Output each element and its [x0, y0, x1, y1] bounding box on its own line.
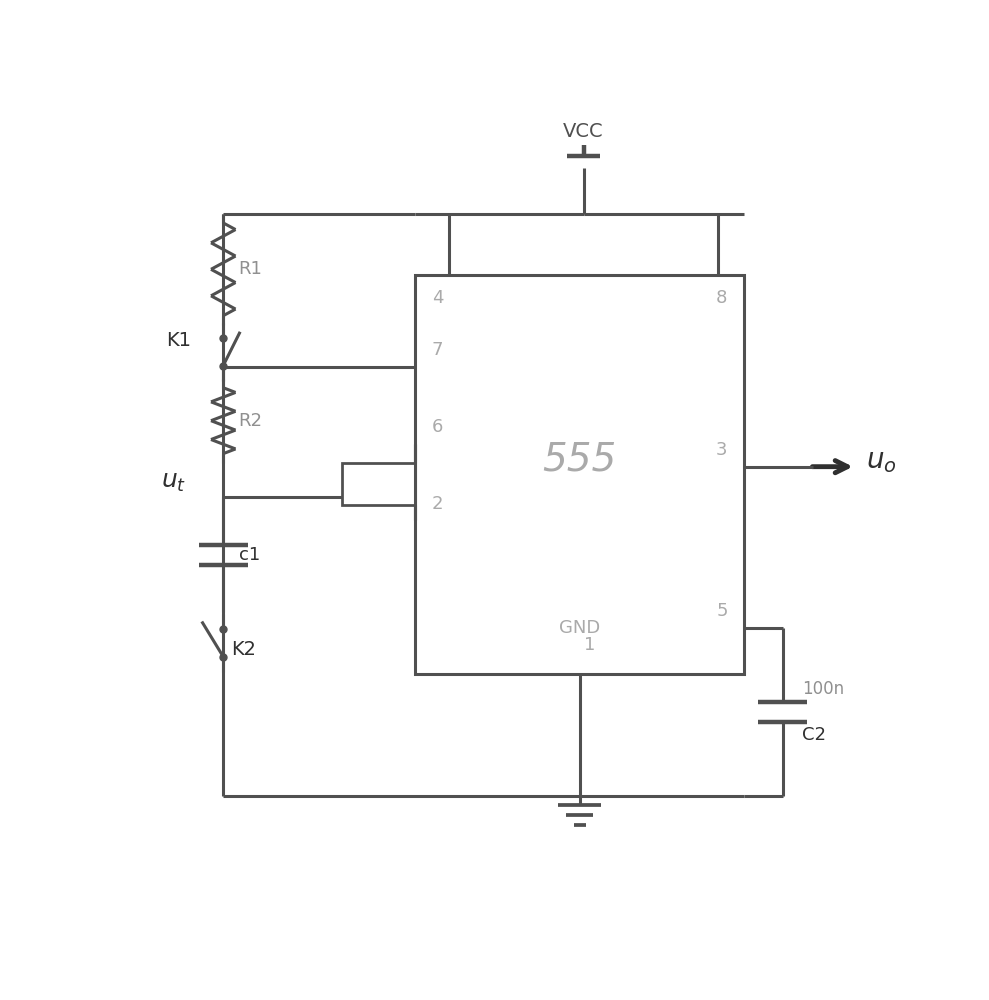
Text: 1: 1	[584, 636, 595, 654]
Text: 555: 555	[543, 440, 617, 478]
Text: K1: K1	[166, 331, 191, 350]
Text: K2: K2	[231, 640, 256, 659]
Text: 8: 8	[716, 289, 728, 307]
Text: 6: 6	[432, 418, 443, 436]
Text: 7: 7	[432, 341, 443, 359]
Bar	[415, 275, 745, 674]
Text: GND: GND	[559, 619, 600, 637]
Text: $u_o$: $u_o$	[865, 447, 896, 475]
Text: VCC: VCC	[563, 122, 604, 141]
Text: 5: 5	[716, 602, 728, 620]
Bar	[342, 463, 415, 505]
Text: 2: 2	[432, 495, 443, 513]
Text: 100n: 100n	[802, 680, 844, 698]
Text: 3: 3	[716, 441, 728, 459]
Text: 4: 4	[432, 289, 443, 307]
Text: R1: R1	[238, 260, 262, 278]
Text: R2: R2	[238, 412, 263, 430]
Text: $u_t$: $u_t$	[161, 470, 186, 494]
Text: C2: C2	[802, 726, 826, 744]
Text: c1: c1	[238, 546, 260, 564]
